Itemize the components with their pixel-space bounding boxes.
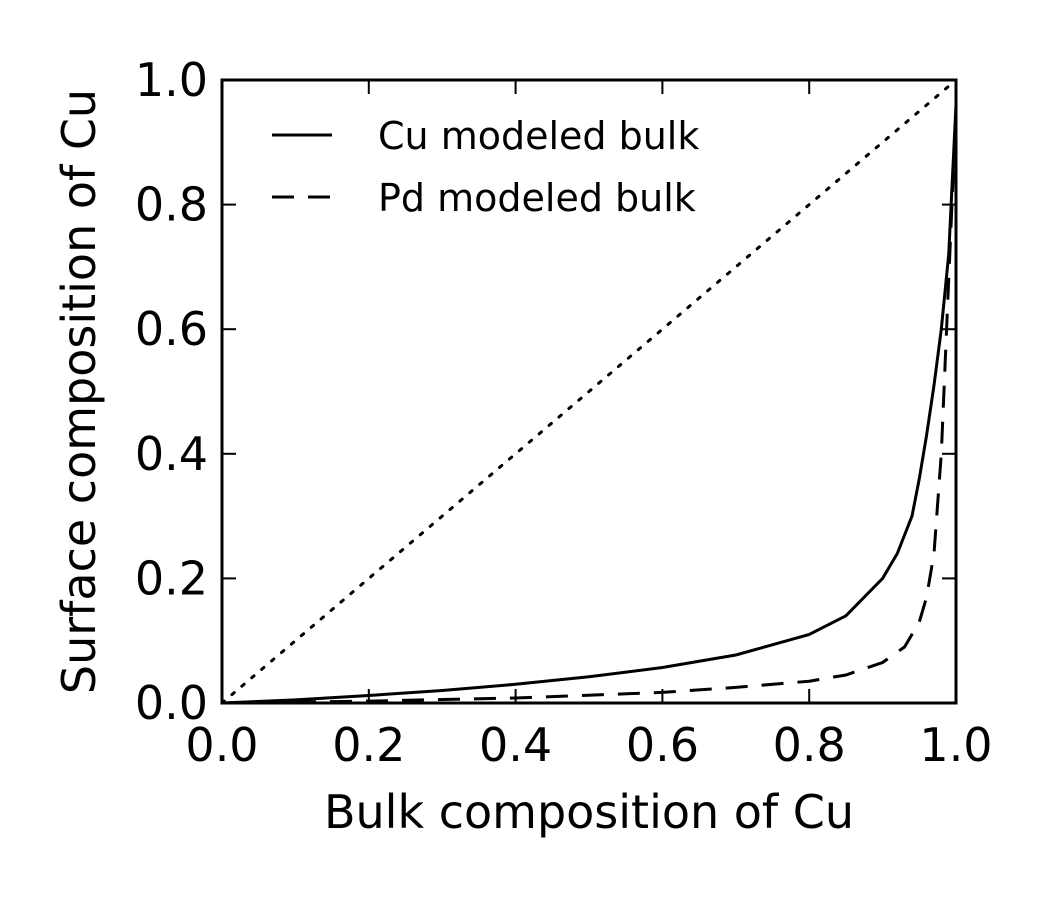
legend-label: Cu modeled bulk [378, 114, 699, 158]
x-tick-label: 0.2 [332, 718, 405, 772]
x-tick-label: 0.8 [773, 718, 846, 772]
legend-label: Pd modeled bulk [378, 176, 696, 220]
y-tick-label: 0.8 [135, 178, 208, 232]
y-tick-label: 0.2 [135, 551, 208, 605]
y-tick-label: 0.0 [135, 676, 208, 730]
data-layer [220, 78, 958, 705]
plot-frame [220, 78, 958, 705]
x-tick-label: 0.6 [626, 718, 699, 772]
y-tick-label: 0.6 [135, 302, 208, 356]
x-tick-label: 1.0 [919, 718, 992, 772]
y-axis-label: Surface composition of Cu [52, 89, 106, 694]
legend: Cu modeled bulk Pd modeled bulk [272, 114, 699, 220]
x-tick-label: 0.4 [479, 718, 552, 772]
x-axis-label: Bulk composition of Cu [324, 785, 854, 839]
y-tick-label: 1.0 [135, 53, 208, 107]
series-line-dashed [221, 111, 958, 705]
series-line-dotted [220, 78, 958, 705]
series-line-solid [221, 104, 958, 705]
y-tick-label: 0.4 [135, 427, 208, 481]
ticks-layer: 0.0 0.2 0.4 0.6 0.8 1.0 0.0 0.2 0.4 0.6 0.8 1.0 [135, 53, 993, 772]
x-tick-label: 0.0 [185, 718, 258, 772]
